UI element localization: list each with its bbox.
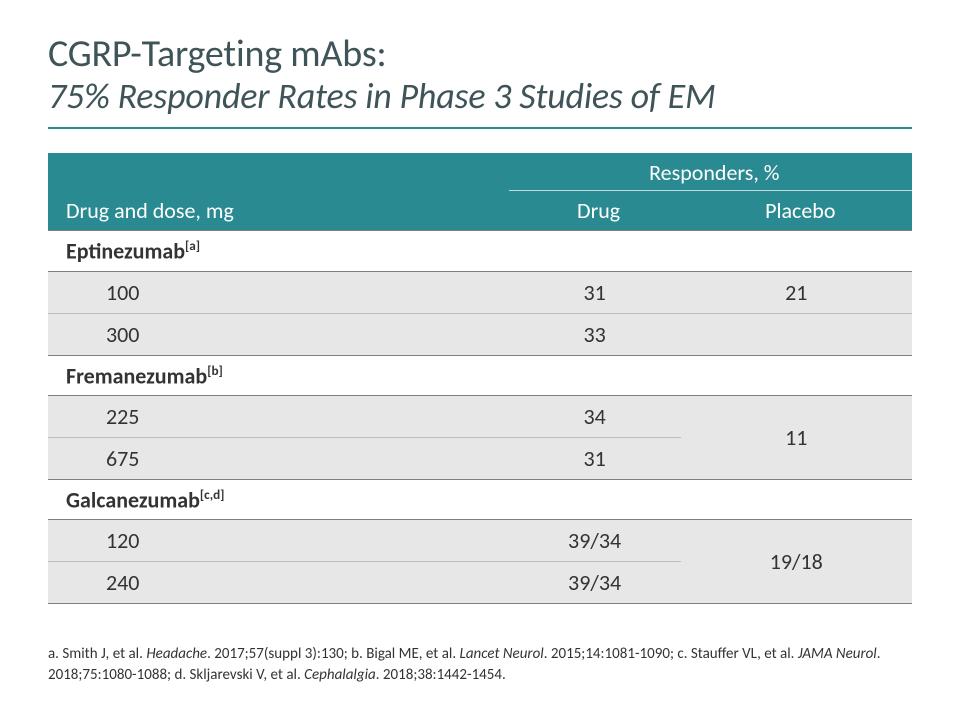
footnote-c-journal: JAMA Neurol bbox=[798, 645, 877, 663]
cell-dose: 240 bbox=[48, 562, 509, 604]
group-sup: [c,d] bbox=[200, 486, 225, 503]
footnote-c-pre: c. Stauffer VL, et al. bbox=[677, 645, 797, 663]
responder-table: Drug and dose, mg Responders, % Drug Pla… bbox=[48, 153, 912, 604]
group-sup: [a] bbox=[185, 237, 200, 254]
footnote-a-pre: a. Smith J, et al. bbox=[48, 645, 146, 663]
group-row: Galcanezumab[c,d] bbox=[48, 479, 912, 519]
cell-drug: 39/34 bbox=[509, 562, 681, 604]
footnotes: a. Smith J, et al. Headache. 2017;57(sup… bbox=[48, 644, 912, 686]
title-block: CGRP-Targeting mAbs: 75% Responder Rates… bbox=[48, 34, 912, 117]
cell-dose: 225 bbox=[48, 395, 509, 437]
cell-drug: 39/34 bbox=[509, 520, 681, 562]
table-row: 300 33 bbox=[48, 313, 912, 355]
cell-drug: 31 bbox=[509, 271, 681, 313]
footnote-b-pre: b. Bigal ME, et al. bbox=[351, 645, 459, 663]
col-header-placebo: Placebo bbox=[681, 191, 912, 231]
cell-drug: 31 bbox=[509, 437, 681, 479]
group-row: Eptinezumab[a] bbox=[48, 231, 912, 271]
group-name: Galcanezumab bbox=[66, 486, 200, 513]
cell-placebo: 11 bbox=[681, 395, 912, 479]
title-line1: CGRP-Targeting mAbs: bbox=[48, 34, 912, 76]
cell-placebo: 19/18 bbox=[681, 520, 912, 604]
col-header-responders: Responders, % bbox=[509, 153, 912, 191]
footnote-d-post: . 2018;38:1442-1454. bbox=[376, 666, 506, 684]
table-row: 100 31 21 bbox=[48, 271, 912, 313]
footnote-b-post: . 2015;14:1081-1090; bbox=[544, 645, 678, 663]
col-header-drug: Drug bbox=[509, 191, 681, 231]
table-row: 120 39/34 19/18 bbox=[48, 520, 912, 562]
table-row: 225 34 11 bbox=[48, 395, 912, 437]
footnote-a-post: . 2017;57(suppl 3):130; bbox=[207, 645, 351, 663]
cell-dose: 120 bbox=[48, 520, 509, 562]
cell-drug: 33 bbox=[509, 313, 681, 355]
cell-drug: 34 bbox=[509, 395, 681, 437]
footnote-d-journal: Cephalalgia bbox=[304, 666, 376, 684]
title-underline bbox=[48, 127, 912, 129]
col-header-drug-dose: Drug and dose, mg bbox=[48, 153, 509, 231]
cell-placebo bbox=[681, 313, 912, 355]
cell-dose: 100 bbox=[48, 271, 509, 313]
footnote-d-pre: d. Skljarevski V, et al. bbox=[174, 666, 304, 684]
footnote-b-journal: Lancet Neurol bbox=[460, 645, 544, 663]
group-name: Fremanezumab bbox=[66, 362, 207, 389]
group-sup: [b] bbox=[207, 362, 223, 379]
cell-placebo: 21 bbox=[681, 271, 912, 313]
group-row: Fremanezumab[b] bbox=[48, 355, 912, 395]
group-name: Eptinezumab bbox=[66, 238, 185, 265]
table-bottom-rule bbox=[48, 604, 912, 605]
cell-dose: 675 bbox=[48, 437, 509, 479]
slide: CGRP-Targeting mAbs: 75% Responder Rates… bbox=[0, 0, 960, 720]
cell-dose: 300 bbox=[48, 313, 509, 355]
footnote-a-journal: Headache bbox=[146, 645, 207, 663]
title-line2: 75% Responder Rates in Phase 3 Studies o… bbox=[48, 76, 912, 117]
